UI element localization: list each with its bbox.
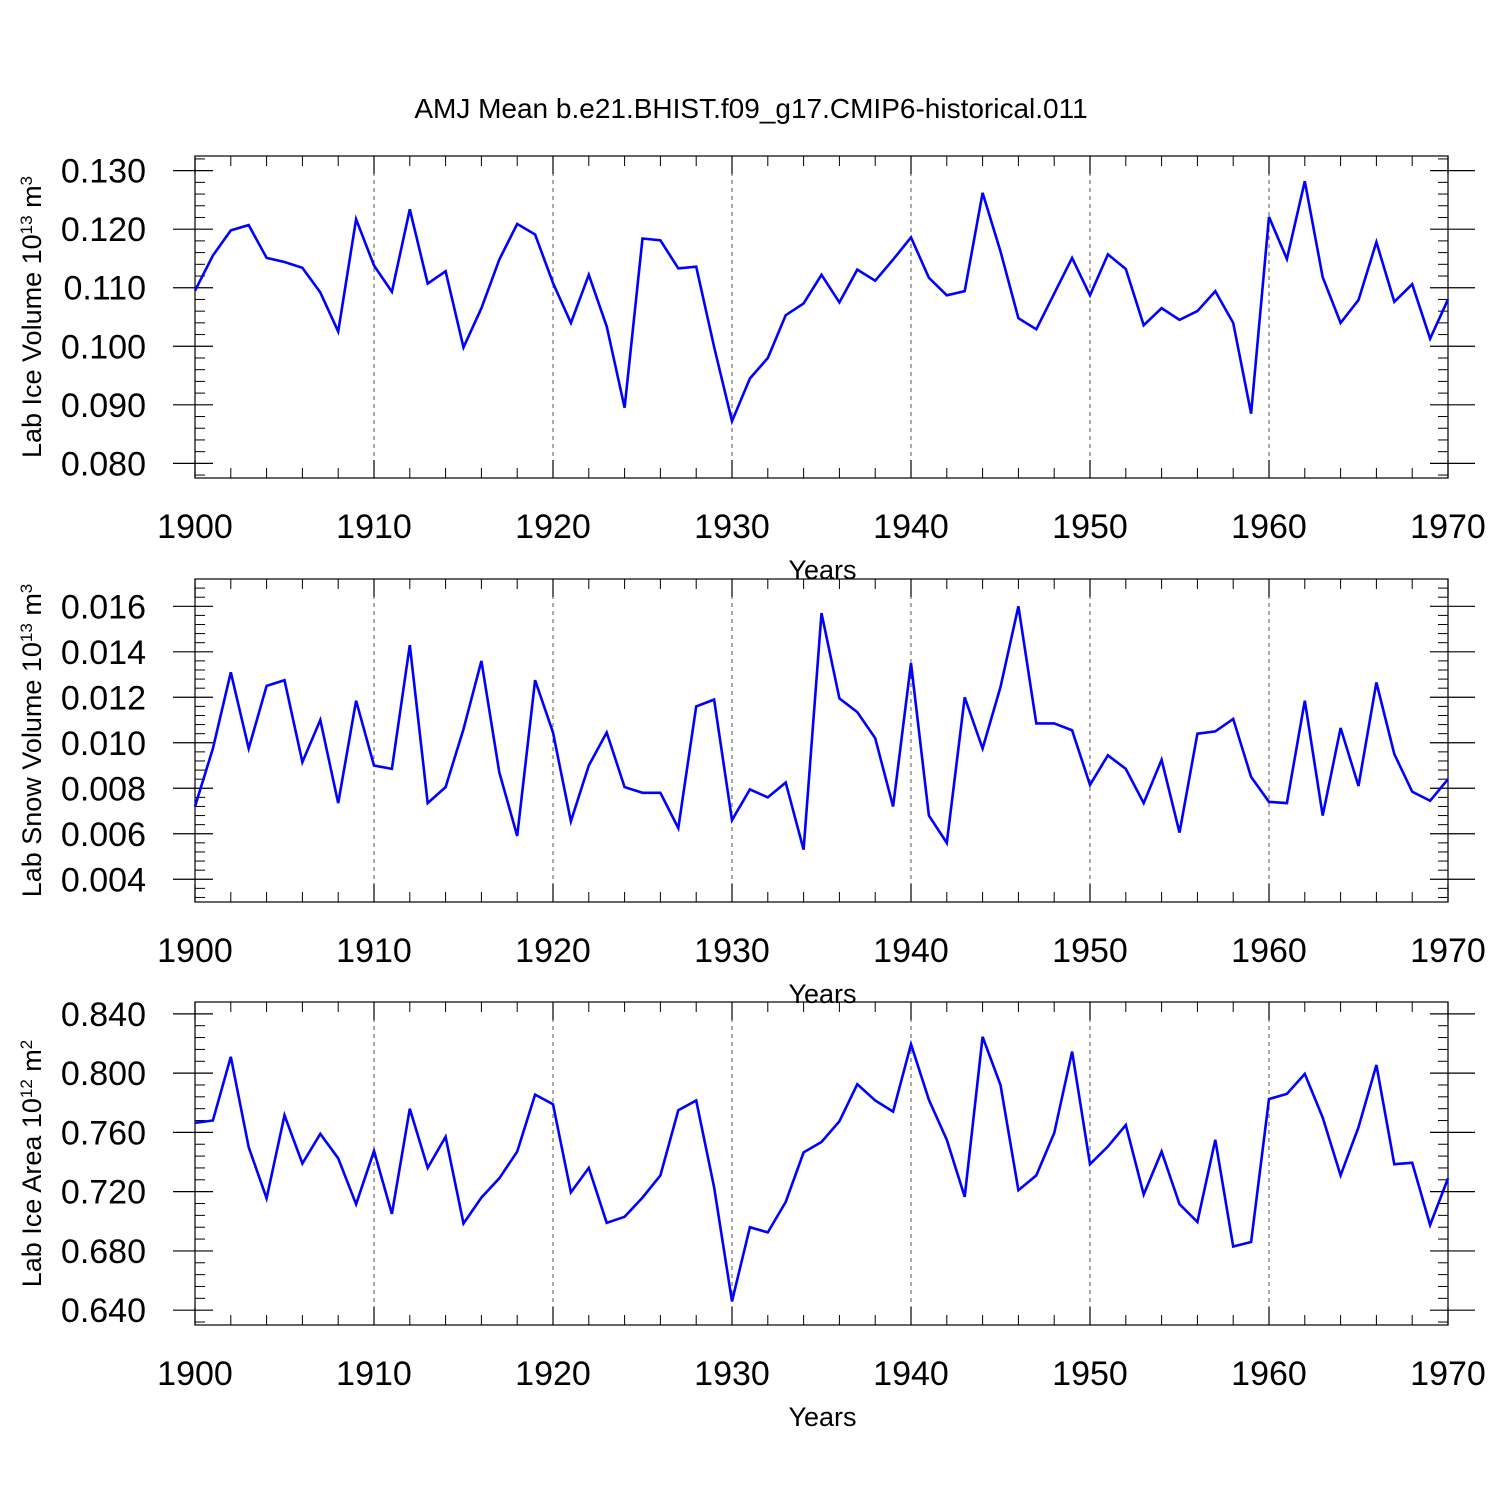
x-tick-label: 1970 (1410, 508, 1486, 546)
x-tick-label: 1930 (694, 508, 770, 546)
x-tick-label: 1930 (694, 1355, 770, 1393)
y-tick-label: 0.016 (61, 588, 146, 626)
x-tick-label: 1920 (515, 932, 591, 970)
y-axis-label-unit: m (17, 185, 47, 215)
y-tick-label: 0.680 (61, 1233, 146, 1271)
y-axis-label-unit: m (17, 1049, 47, 1079)
y-tick-label: 0.110 (63, 270, 146, 308)
y-tick-label: 0.100 (61, 328, 146, 366)
x-axis-label: Years (788, 555, 856, 585)
x-tick-label: 1960 (1231, 508, 1307, 546)
y-tick-label: 0.130 (61, 153, 146, 191)
y-tick-label: 0.004 (61, 861, 146, 899)
x-axis-label: Years (788, 979, 856, 1009)
y-tick-label: 0.840 (61, 996, 146, 1034)
y-axis-label-text: Lab Ice Volume 10 (17, 234, 47, 458)
panel-2: 1900 1910 1920 1930 1940 1950 1960 1970 Years 0.0… (17, 578, 1486, 1009)
series-line (194, 1036, 1450, 1302)
x-tick-label: 1910 (336, 508, 412, 546)
chart-title: AMJ Mean b.e21.BHIST.f09_g17.CMIP6-histo… (414, 93, 1087, 124)
y-axis-label-unit-exponent: 3 (17, 584, 36, 593)
x-tick-label: 1910 (336, 1355, 412, 1393)
x-tick-label: 1920 (515, 508, 591, 546)
x-tick-label: 1970 (1410, 1355, 1486, 1393)
y-tick-label: 0.008 (61, 770, 146, 808)
x-tick-label: 1960 (1231, 932, 1307, 970)
x-tick-label: 1910 (336, 932, 412, 970)
x-tick-label: 1900 (157, 508, 233, 546)
y-tick-label: 0.012 (61, 679, 146, 717)
x-tick-label: 1940 (873, 932, 949, 970)
x-tick-label: 1930 (694, 932, 770, 970)
y-axis-label: Lab Ice Area 1012 m2 (17, 1040, 48, 1288)
y-axis-label-text: Lab Ice Area 10 (17, 1098, 47, 1287)
y-tick-label: 0.006 (61, 816, 146, 854)
x-tick-label: 1920 (515, 1355, 591, 1393)
x-tick-label: 1900 (157, 932, 233, 970)
y-tick-label: 0.014 (61, 634, 146, 672)
y-tick-label: 0.090 (61, 387, 146, 425)
plot-frame (194, 1001, 1449, 1326)
y-axis-label-exponent: 13 (17, 623, 36, 642)
y-tick-label: 0.080 (61, 445, 146, 483)
y-axis-label-unit: m (17, 593, 47, 623)
y-axis-label: Lab Snow Volume 1013 m3 (17, 584, 48, 898)
x-axis-label: Years (788, 1402, 856, 1432)
x-tick-label: 1940 (873, 508, 949, 546)
panel-3: 1900 1910 1920 1930 1940 1950 1960 1970 Years 0.6… (17, 996, 1486, 1432)
y-axis-label-text: Lab Snow Volume 10 (17, 642, 47, 897)
y-tick-label: 0.720 (61, 1174, 146, 1212)
y-axis-label-unit-exponent: 2 (17, 1040, 36, 1049)
y-axis-label-exponent: 12 (17, 1079, 36, 1098)
y-tick-label: 0.120 (61, 211, 146, 249)
y-tick-label: 0.010 (61, 725, 146, 763)
plot-frame (194, 155, 1449, 479)
panel-1: 1900 1910 1920 1930 1940 1950 1960 1970 Years 0.0… (17, 153, 1486, 585)
series-line (193, 606, 1450, 851)
y-tick-label: 0.800 (61, 1055, 146, 1093)
x-tick-label: 1950 (1052, 932, 1128, 970)
series-line (193, 180, 1450, 426)
x-tick-label: 1950 (1052, 1355, 1128, 1393)
x-tick-label: 1950 (1052, 508, 1128, 546)
x-tick-label: 1900 (157, 1355, 233, 1393)
x-tick-label: 1940 (873, 1355, 949, 1393)
x-tick-label: 1960 (1231, 1355, 1307, 1393)
x-tick-label: 1970 (1410, 932, 1486, 970)
y-tick-label: 0.640 (61, 1292, 146, 1330)
y-tick-label: 0.760 (61, 1114, 146, 1152)
y-axis-label-unit-exponent: 3 (17, 176, 36, 185)
y-axis-label-exponent: 13 (17, 215, 36, 234)
y-axis-label: Lab Ice Volume 1013 m3 (17, 176, 48, 458)
plot-frame (194, 578, 1449, 903)
